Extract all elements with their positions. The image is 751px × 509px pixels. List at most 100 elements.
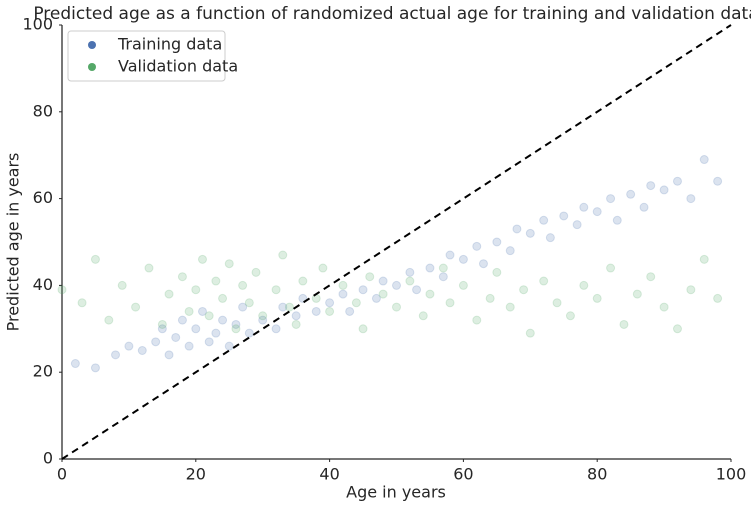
point — [278, 302, 288, 312]
point — [351, 298, 361, 308]
point — [686, 285, 696, 295]
point — [151, 337, 161, 347]
legend-marker — [88, 63, 96, 71]
point — [458, 254, 468, 264]
point — [258, 315, 268, 325]
point — [412, 285, 422, 295]
point — [646, 272, 656, 282]
point — [445, 250, 455, 260]
point — [505, 246, 515, 256]
point — [505, 302, 515, 312]
point — [231, 319, 241, 329]
point — [224, 341, 234, 351]
y-tick-label: 40 — [33, 275, 53, 294]
point — [492, 237, 502, 247]
point — [171, 332, 181, 342]
series — [57, 250, 723, 338]
point — [284, 302, 294, 312]
y-axis-label: Predicted age in years — [4, 153, 23, 332]
point — [579, 202, 589, 212]
point — [626, 189, 636, 199]
point — [278, 250, 288, 260]
point — [438, 263, 448, 273]
point — [438, 272, 448, 282]
point — [124, 341, 134, 351]
point — [686, 194, 696, 204]
point — [405, 276, 415, 286]
point — [318, 263, 328, 273]
y-tick-label: 100 — [22, 15, 53, 34]
point — [204, 337, 214, 347]
point — [525, 228, 535, 238]
point — [197, 254, 207, 264]
point — [405, 267, 415, 277]
point — [365, 272, 375, 282]
point — [672, 324, 682, 334]
point — [338, 280, 348, 290]
point — [478, 259, 488, 269]
point — [559, 211, 569, 221]
point — [218, 315, 228, 325]
point — [184, 306, 194, 316]
point — [672, 176, 682, 186]
point — [144, 263, 154, 273]
point — [378, 289, 388, 299]
point — [472, 241, 482, 251]
point — [632, 289, 642, 299]
point — [552, 298, 562, 308]
point — [358, 285, 368, 295]
point — [90, 363, 100, 373]
point — [211, 328, 221, 338]
point — [418, 311, 428, 321]
x-tick-label: 100 — [716, 465, 747, 484]
point — [713, 176, 723, 186]
point — [117, 280, 127, 290]
point — [164, 289, 174, 299]
point — [291, 319, 301, 329]
point — [512, 224, 522, 234]
legend-box — [67, 30, 226, 82]
point — [70, 359, 80, 369]
point — [378, 276, 388, 286]
point — [90, 254, 100, 264]
point — [157, 319, 167, 329]
point — [104, 315, 114, 325]
point — [592, 207, 602, 217]
y-tick-label: 60 — [33, 188, 53, 207]
point — [606, 194, 616, 204]
x-tick-label: 60 — [453, 465, 473, 484]
point — [713, 293, 723, 303]
point — [218, 293, 228, 303]
point — [519, 285, 529, 295]
point — [238, 302, 248, 312]
point — [157, 324, 167, 334]
point — [699, 155, 709, 165]
point — [311, 293, 321, 303]
point — [646, 181, 656, 191]
point — [111, 350, 121, 360]
point — [579, 280, 589, 290]
point — [371, 293, 381, 303]
point — [525, 328, 535, 338]
point — [592, 293, 602, 303]
point — [224, 259, 234, 269]
point — [392, 280, 401, 290]
point — [184, 341, 194, 351]
point — [291, 311, 301, 321]
point — [131, 302, 141, 312]
legend-label: Training data — [117, 35, 222, 54]
point — [244, 328, 254, 338]
point — [271, 324, 281, 334]
point — [699, 254, 709, 264]
point — [311, 306, 321, 316]
x-tick-label: 80 — [587, 465, 607, 484]
point — [492, 267, 502, 277]
point — [472, 315, 482, 325]
series — [70, 155, 723, 373]
point — [191, 285, 201, 295]
point — [258, 311, 268, 321]
point — [244, 298, 254, 308]
x-tick-label: 40 — [319, 465, 339, 484]
point — [425, 263, 435, 273]
point — [231, 324, 241, 334]
